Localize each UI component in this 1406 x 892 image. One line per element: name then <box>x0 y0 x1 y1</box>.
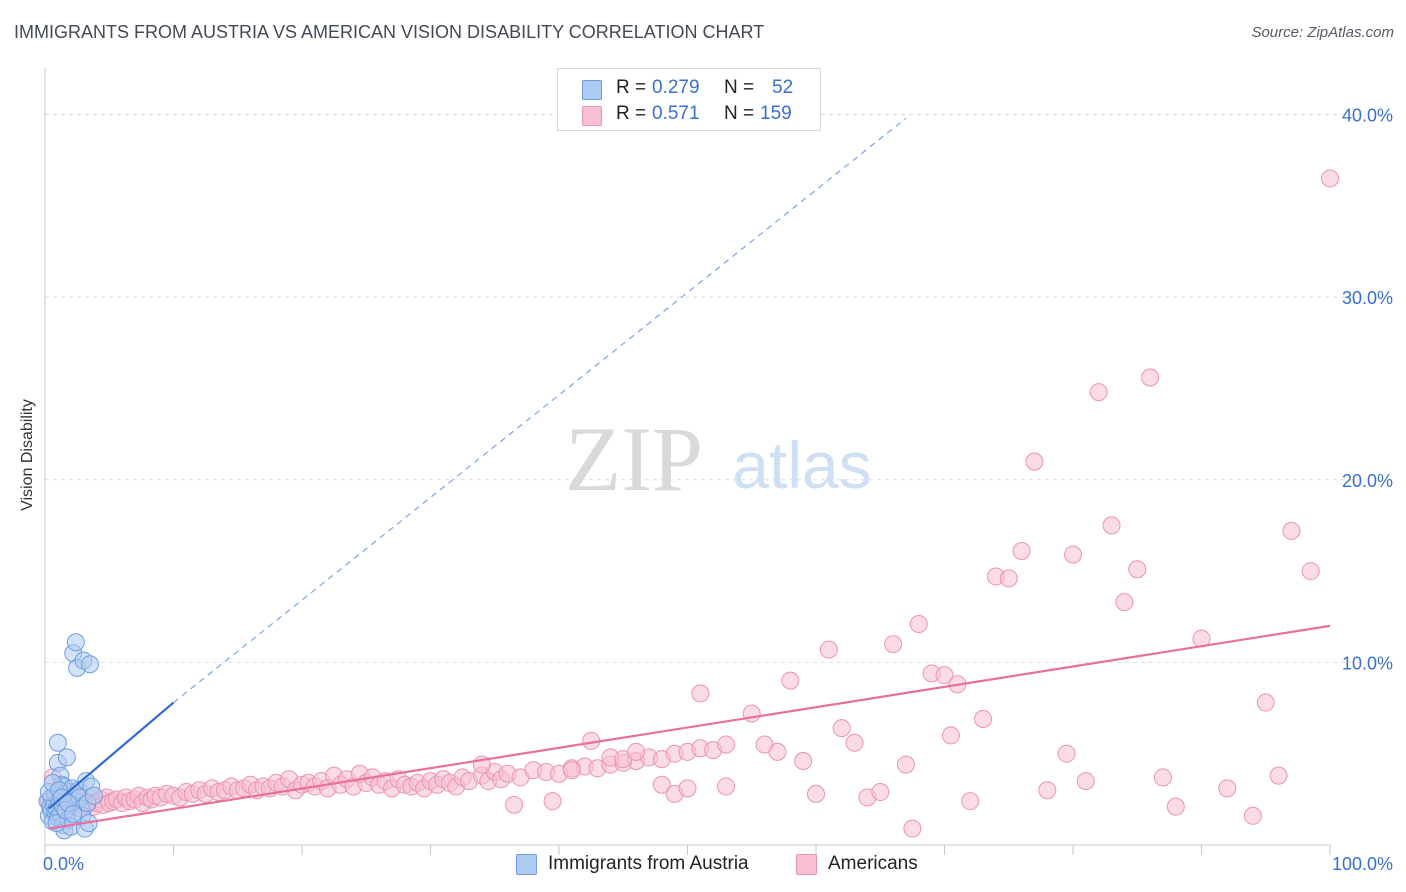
americans-point <box>845 733 864 752</box>
n-value: 52 <box>772 77 794 98</box>
americans-point <box>1243 806 1262 825</box>
chart-title: IMMIGRANTS FROM AUSTRIA VS AMERICAN VISI… <box>14 22 765 42</box>
grid-layer <box>45 114 1366 663</box>
americans-point <box>717 735 736 754</box>
americans-point <box>1218 779 1237 798</box>
americans-point <box>1076 772 1095 791</box>
trend-layer <box>48 117 1331 830</box>
austria-point <box>80 655 99 674</box>
americans-point <box>1269 766 1288 785</box>
stats-box: R = 0.279 N = 52 R = 0.571 N = 159 <box>557 68 821 131</box>
n-label: N = <box>724 77 755 98</box>
points-layer <box>38 169 1339 840</box>
americans-point <box>1301 562 1320 581</box>
americans-point <box>1282 521 1301 540</box>
legend-label-austria: Immigrants from Austria <box>548 853 749 874</box>
americans-point <box>1141 368 1160 387</box>
austria-point <box>64 804 83 823</box>
americans-point <box>562 761 581 780</box>
watermark-atlas: atlas <box>732 428 871 502</box>
r-value: 0.279 <box>652 77 700 98</box>
x-tick-label: 0.0% <box>43 854 84 874</box>
x-tick-label: 100.0% <box>1332 854 1393 874</box>
axis-layer <box>44 68 1331 855</box>
americans-point <box>1102 516 1121 535</box>
americans-point <box>678 779 697 798</box>
r-label: R = <box>616 77 647 98</box>
austria-trend-extension <box>173 117 907 704</box>
americans-point <box>1321 169 1339 188</box>
americans-point <box>781 671 800 690</box>
americans-trend-line <box>48 624 1331 830</box>
americans-point <box>884 635 903 654</box>
y-tick-label: 30.0% <box>1342 288 1393 308</box>
americans-point <box>807 784 825 803</box>
americans-point <box>768 742 787 761</box>
americans-point <box>543 792 562 811</box>
americans-point <box>871 783 890 802</box>
n-value: 159 <box>760 103 792 124</box>
y-tick-label: 40.0% <box>1342 106 1393 126</box>
tick-label-layer: 10.0% 20.0% 30.0% 40.0% 0.0% 100.0% <box>43 106 1393 874</box>
americans-point <box>832 719 851 738</box>
n-label: N = <box>724 103 755 124</box>
r-label: R = <box>616 103 647 124</box>
americans-point <box>974 709 993 728</box>
watermark-zip: ZIP <box>565 408 703 510</box>
stats-swatch-austria <box>582 80 602 100</box>
americans-point <box>961 792 980 811</box>
legend-swatch-americans <box>796 854 817 875</box>
americans-point <box>1012 541 1031 560</box>
americans-point <box>717 777 736 796</box>
y-tick-label: 10.0% <box>1342 653 1393 673</box>
austria-point <box>48 733 67 752</box>
legend-label-americans: Americans <box>828 853 918 874</box>
americans-point <box>1038 781 1057 800</box>
americans-point <box>896 755 915 774</box>
austria-point <box>84 786 103 805</box>
americans-point <box>819 640 838 659</box>
chart-source: Source: ZipAtlas.com <box>1251 24 1394 41</box>
americans-point <box>999 569 1018 588</box>
americans-point <box>1025 452 1044 471</box>
legend-swatch-austria <box>516 854 537 875</box>
americans-point <box>1153 768 1172 787</box>
americans-point <box>652 775 671 794</box>
americans-point <box>909 615 928 634</box>
americans-point <box>794 751 813 770</box>
americans-point <box>941 726 960 745</box>
watermark: ZIP atlas <box>565 408 872 510</box>
americans-point <box>691 684 710 703</box>
austria-point <box>66 633 85 652</box>
stats-swatch-americans <box>582 106 602 126</box>
americans-point <box>903 819 922 838</box>
americans-point <box>742 704 761 723</box>
americans-point <box>1128 560 1147 579</box>
austria-trend-line <box>48 701 175 810</box>
americans-point <box>1256 693 1275 712</box>
americans-point <box>1089 383 1108 402</box>
americans-point <box>935 666 954 685</box>
austria-point <box>57 748 76 767</box>
americans-point <box>627 742 646 761</box>
americans-point <box>1057 744 1076 763</box>
americans-point <box>1115 593 1134 612</box>
americans-point <box>1166 797 1185 816</box>
y-tick-label: 20.0% <box>1342 471 1393 491</box>
r-value: 0.571 <box>652 103 700 124</box>
americans-point <box>1064 545 1082 564</box>
americans-point <box>505 795 524 814</box>
